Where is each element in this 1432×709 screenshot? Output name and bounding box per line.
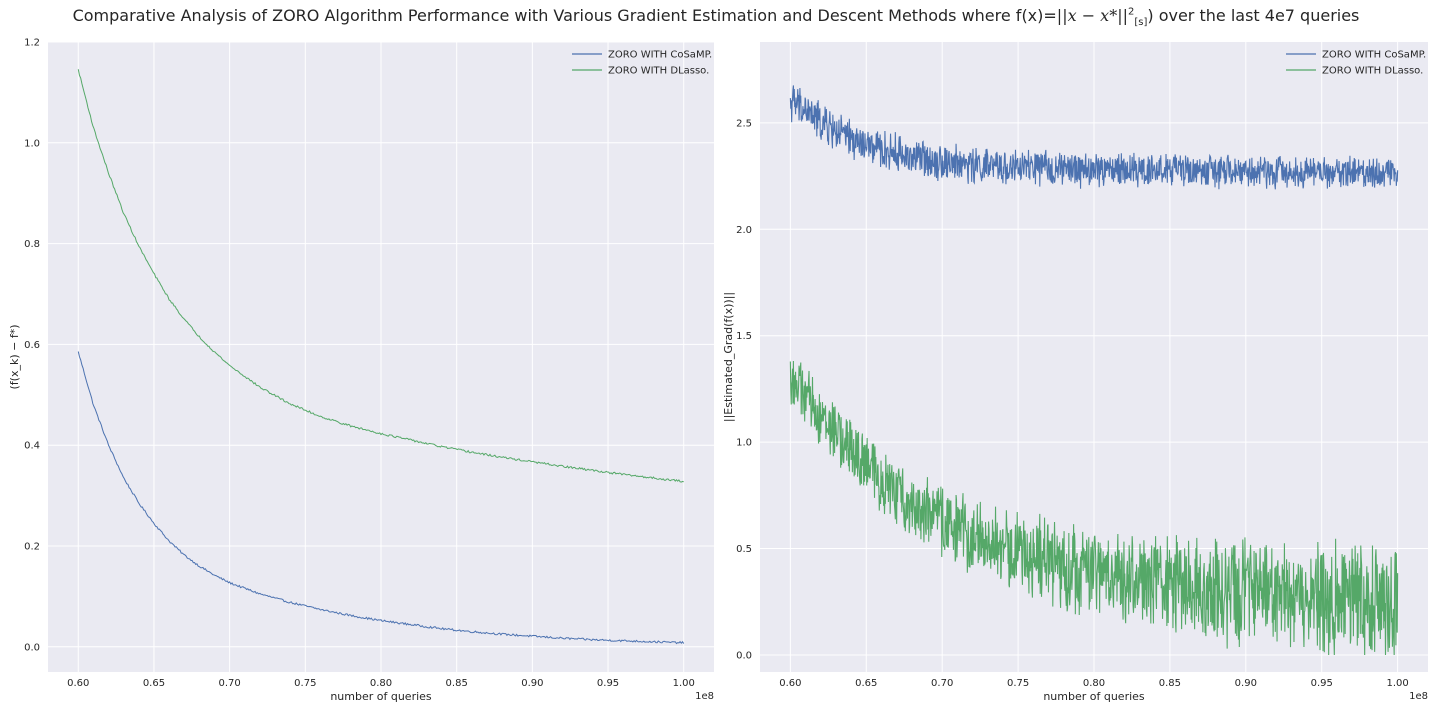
y-tick-label: 2.5 <box>736 118 752 129</box>
x-tick-label: 0.60 <box>779 678 801 689</box>
x-tick-label: 0.95 <box>1311 678 1333 689</box>
y-tick-label: 1.2 <box>24 38 40 49</box>
y-tick-label: 1.0 <box>736 438 752 449</box>
y-tick-label: 0.0 <box>24 642 40 653</box>
x-tick-label: 0.95 <box>597 678 619 689</box>
legend-label: ZORO WITH CoSaMP. <box>1322 50 1426 61</box>
x-tick-label: 0.75 <box>294 678 316 689</box>
title-norm-subscript: [s] <box>1134 17 1148 29</box>
y-tick-label: 1.0 <box>24 138 40 149</box>
series-line-2 <box>77 69 684 483</box>
series-line-1 <box>789 85 1399 190</box>
y-tick-label: 0.2 <box>24 542 40 553</box>
x-tick-label: 1.00 <box>1387 678 1409 689</box>
y-tick-label: 2.0 <box>736 225 752 236</box>
x-tick-label: 0.90 <box>1235 678 1257 689</box>
series-line-1 <box>77 351 685 645</box>
x-tick-label: 0.70 <box>219 678 241 689</box>
y-tick-label: 0.6 <box>24 340 40 351</box>
title-suffix: ) over the last 4e7 queries <box>1147 6 1360 25</box>
y-tick-label: 0.4 <box>24 441 40 452</box>
x-tick-label: 1.00 <box>673 678 695 689</box>
x-axis-label: number of queries <box>330 690 432 703</box>
x-tick-label: 0.75 <box>1007 678 1029 689</box>
y-tick-label: 0.8 <box>24 239 40 250</box>
legend-label: ZORO WITH DLasso. <box>1322 66 1423 77</box>
x-tick-label: 0.80 <box>1083 678 1105 689</box>
figure-title: Comparative Analysis of ZORO Algorithm P… <box>0 6 1432 28</box>
x-tick-label: 0.65 <box>143 678 165 689</box>
legend-label: ZORO WITH DLasso. <box>608 66 709 77</box>
y-tick-label: 0.0 <box>736 650 752 661</box>
x-axis-label: number of queries <box>1043 690 1145 703</box>
x-tick-label: 0.60 <box>67 678 89 689</box>
legend-label: ZORO WITH CoSaMP. <box>608 50 712 61</box>
x-tick-label: 0.90 <box>521 678 543 689</box>
y-tick-label: 1.5 <box>736 331 752 342</box>
x-tick-label: 0.80 <box>370 678 392 689</box>
x-tick-label: 0.65 <box>855 678 877 689</box>
x-offset-label: 1e8 <box>1409 691 1428 702</box>
x-tick-label: 0.85 <box>446 678 468 689</box>
y-axis-label: (f(x_k) − f*) <box>8 324 21 389</box>
title-norm-exponent: 2 <box>1127 6 1135 18</box>
y-axis-label: ||Estimated_Grad(f(x))|| <box>722 292 735 422</box>
x-tick-label: 0.70 <box>931 678 953 689</box>
y-tick-label: 0.5 <box>736 544 752 555</box>
title-norm: ||x − x*|| <box>1056 6 1128 25</box>
series-line-2 <box>789 361 1399 655</box>
x-offset-label: 1e8 <box>695 691 714 702</box>
title-prefix: Comparative Analysis of ZORO Algorithm P… <box>72 6 1057 25</box>
x-tick-label: 0.85 <box>1159 678 1181 689</box>
